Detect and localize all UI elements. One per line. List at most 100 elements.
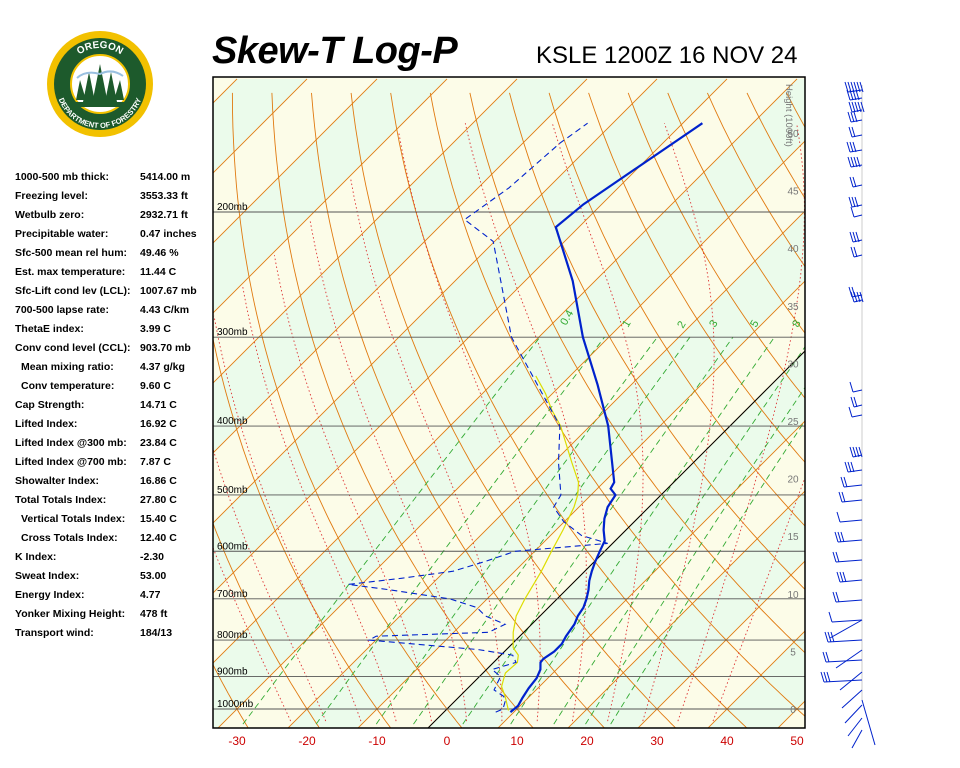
height-tick-label: 15 — [787, 532, 799, 543]
dry-adiabat — [866, 93, 960, 733]
index-label: Sfc-Lift cond lev (LCL): — [15, 285, 131, 297]
wind-barb-flag — [835, 551, 840, 563]
wind-barb — [853, 299, 863, 303]
index-row: Lifted Index: 16.92 C — [15, 415, 215, 434]
index-label: Conv cond level (CCL): — [15, 342, 131, 354]
isotherm-line — [0, 79, 27, 733]
wind-barb-flag — [826, 671, 831, 683]
index-value: 53.00 — [140, 570, 167, 582]
isotherm-line — [213, 78, 238, 104]
index-value: -2.30 — [140, 551, 164, 563]
isotherm-line — [213, 78, 728, 594]
wind-barb-flag — [846, 141, 851, 153]
mixing-ratio-line — [242, 336, 541, 725]
index-row: Cap Strength: 14.71 C — [15, 396, 215, 415]
wind-barb — [835, 559, 863, 563]
height-tick-label: 5 — [790, 647, 796, 658]
wind-barb-flag — [836, 511, 841, 523]
dry-adiabat — [429, 92, 805, 717]
wind-barb-flag — [849, 141, 854, 153]
index-label: Sweat Index: — [15, 570, 80, 582]
wind-barb-flag — [856, 291, 861, 303]
temperature-tick-label: 40 — [720, 734, 734, 748]
wind-barb-flag — [840, 531, 845, 543]
index-row: Est. max temperature: 11.44 C — [15, 263, 215, 282]
index-label: Yonker Mixing Height: — [15, 608, 126, 620]
index-label: Showalter Index: — [15, 475, 100, 487]
wind-barb-flag — [857, 101, 862, 113]
index-label: Total Totals Index: — [15, 494, 107, 506]
wind-barb-flag — [848, 126, 853, 138]
wind-barb — [831, 619, 863, 623]
height-tick-label: 0 — [790, 705, 796, 716]
wind-barb — [847, 717, 863, 737]
index-label: Vertical Totals Index: — [21, 513, 126, 525]
wind-barb-flag — [859, 81, 864, 93]
index-row: Vertical Totals Index: 15.40 C — [15, 510, 215, 529]
mixing-ratio-label: 2 — [675, 319, 688, 330]
wind-barb-flag — [851, 126, 856, 138]
dry-adiabat — [213, 663, 249, 728]
height-tick-label: 45 — [787, 187, 799, 198]
wind-barb — [853, 254, 863, 258]
isotherm-line — [213, 78, 518, 384]
dry-adiabat — [213, 522, 320, 728]
dry-adiabat — [469, 92, 805, 654]
dry-adiabat — [548, 92, 805, 527]
index-label: 1000-500 mb thick: — [15, 171, 109, 183]
mixing-ratio-line — [413, 336, 691, 725]
wind-barb-flag — [824, 631, 829, 643]
moist-adiabat — [242, 286, 397, 722]
wind-barb-flag — [860, 101, 865, 113]
wind-barb — [837, 539, 863, 543]
height-tick-label: 40 — [787, 244, 799, 255]
dry-adiabat — [905, 93, 960, 733]
logo-top-text: OREGON — [75, 40, 125, 57]
wind-barb-flag — [849, 176, 854, 188]
temperature-trace — [509, 122, 704, 713]
wind-barb — [852, 239, 863, 243]
wind-barb-flag — [828, 611, 833, 623]
wind-barb-flag — [847, 111, 852, 123]
height-tick-label: 10 — [787, 590, 799, 601]
index-row: Sfc-Lift cond lev (LCL): 1007.67 mb — [15, 282, 215, 301]
wind-barb-flag — [850, 461, 855, 473]
page-title: Skew-T Log-P — [212, 30, 458, 72]
index-label: Cross Totals Index: — [21, 532, 118, 544]
wind-barb — [851, 414, 863, 418]
index-value: 903.70 mb — [140, 342, 191, 354]
station-time-title: KSLE 1200Z 16 NOV 24 — [536, 42, 798, 69]
wind-barb-flag — [853, 291, 858, 303]
wind-barb-flag — [843, 476, 848, 488]
wind-barb-flag — [840, 476, 845, 488]
isotherm-line — [213, 78, 448, 314]
wind-barb — [839, 519, 863, 523]
wind-barb — [851, 729, 863, 749]
wind-barb-flag — [850, 206, 855, 218]
isotherm-line — [213, 78, 798, 664]
index-label: Transport wind: — [15, 627, 94, 639]
height-tick-label: 30 — [787, 359, 799, 370]
moist-adiabat — [712, 476, 805, 722]
wind-barb — [861, 699, 876, 746]
index-label: Lifted Index @700 mb: — [15, 456, 127, 468]
wind-barb-flag — [853, 156, 858, 168]
index-row: Precipitable water: 0.47 inches — [15, 225, 215, 244]
dry-adiabat — [213, 336, 392, 728]
wind-barb-flag — [855, 89, 860, 101]
index-label: Lifted Index: — [15, 418, 78, 430]
wind-barb-flag — [858, 446, 863, 458]
isotherm-band — [0, 79, 167, 733]
index-row: Freezing level: 3553.33 ft — [15, 187, 215, 206]
moist-adiabat — [213, 315, 362, 722]
wind-barb-flag — [856, 81, 861, 93]
wind-barb-flag — [853, 396, 858, 408]
wind-barb-flag — [853, 246, 858, 258]
wind-barb-flag — [854, 196, 859, 208]
temperature-tick-label: -10 — [368, 734, 386, 748]
dry-adiabat — [826, 93, 960, 733]
index-row: Transport wind: 184/13 — [15, 624, 215, 643]
wind-barb-flag — [847, 461, 852, 473]
index-row: Showalter Index: 16.86 C — [15, 472, 215, 491]
index-label: Wetbulb zero: — [15, 209, 85, 221]
